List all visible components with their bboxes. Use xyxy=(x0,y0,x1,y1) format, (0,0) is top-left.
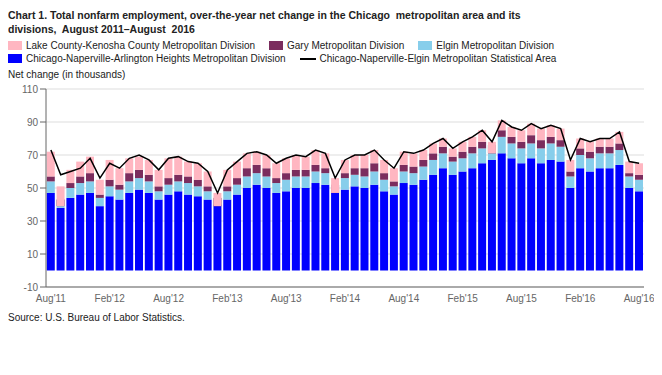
html-text:divisions, August 2011–August: divisions, August 2011–August 2016 xyxy=(8,23,195,35)
svg-text:10: 10 xyxy=(27,249,39,260)
svg-text:Feb'16: Feb'16 xyxy=(565,293,596,304)
svg-text:50: 50 xyxy=(27,183,39,194)
svg-text:Feb'12: Feb'12 xyxy=(95,293,126,304)
svg-text:Aug'13: Aug'13 xyxy=(271,293,302,304)
svg-text:Feb'15: Feb'15 xyxy=(448,293,479,304)
svg-text:Aug'14: Aug'14 xyxy=(388,293,419,304)
svg-text:Aug'15: Aug'15 xyxy=(506,293,537,304)
svg-text:Feb'14: Feb'14 xyxy=(330,293,361,304)
html-text:Chart 1. Total nonfarm employm: Chart 1. Total nonfarm employment, over-… xyxy=(8,9,521,21)
svg-text:-10: -10 xyxy=(24,282,39,293)
svg-text:30: 30 xyxy=(27,216,39,227)
html-text:Chicago-Naperville-Elgin Metro: Chicago-Naperville-Elgin Metropolitan St… xyxy=(319,53,557,64)
html-text:Lake County-Kenosha County Met: Lake County-Kenosha County Metropolitan … xyxy=(26,40,255,51)
svg-text:Aug'16: Aug'16 xyxy=(624,293,654,304)
html-text:Elgin Metropolitan Division: Elgin Metropolitan Division xyxy=(436,40,555,51)
svg-text:90: 90 xyxy=(27,117,39,128)
html-text:Net change (in thousands): Net change (in thousands) xyxy=(8,69,126,80)
html-text:Source: U.S. Bureau of Labor S: Source: U.S. Bureau of Labor Statistics. xyxy=(8,312,185,323)
svg-text:Aug'12: Aug'12 xyxy=(153,293,184,304)
html-text:Gary Metropolitan Division: Gary Metropolitan Division xyxy=(287,40,405,51)
svg-text:Feb'13: Feb'13 xyxy=(212,293,243,304)
html-text:Chicago-Naperville-Arlington H: Chicago-Naperville-Arlington Heights Met… xyxy=(26,53,286,64)
svg-text:Aug'11: Aug'11 xyxy=(36,293,67,304)
svg-text:70: 70 xyxy=(27,150,39,161)
svg-text:110: 110 xyxy=(22,84,38,95)
